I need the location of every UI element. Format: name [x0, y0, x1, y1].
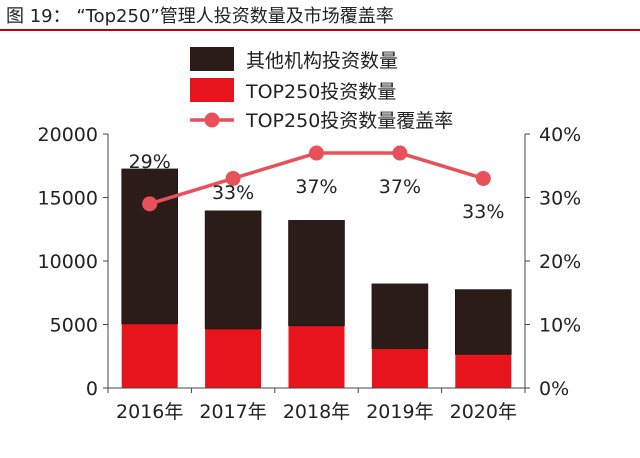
left-tick-label-10000: 10000: [38, 251, 98, 273]
left-tick-label-20000: 20000: [38, 124, 98, 146]
coverage-point-5: [475, 170, 491, 186]
coverage-label-2: 33%: [212, 182, 254, 204]
coverage-point-3: [309, 145, 324, 161]
bar-other-4: [371, 283, 429, 349]
footer-strip: [0, 446, 640, 458]
coverage-label-5: 33%: [462, 201, 504, 223]
x-tick-label-2: 2017年: [199, 401, 266, 423]
coverage-point-2: [225, 170, 241, 186]
bar-other-1: [121, 168, 178, 325]
right-tick-label-30: 30%: [539, 188, 581, 210]
left-tick-label-15000: 15000: [38, 188, 98, 210]
x-tick-label-3: 2018年: [283, 401, 350, 423]
title-divider: [0, 29, 640, 31]
bar-top250-1: [121, 323, 178, 388]
left-tick-label-5000: 5000: [50, 315, 98, 337]
coverage-point-1: [142, 196, 158, 212]
coverage-label-3: 37%: [295, 176, 337, 198]
right-tick-label-10: 10%: [539, 315, 581, 337]
figure-title: 图 19： “Top250”管理人投资数量及市场覆盖率: [6, 6, 394, 27]
legend-marker-coverage: [204, 112, 220, 128]
right-tick-label-40: 40%: [539, 124, 581, 146]
legend-label-coverage: TOP250投资数量覆盖率: [245, 110, 453, 132]
legend-label-other: 其他机构投资数量: [246, 50, 398, 72]
right-tick-label-20: 20%: [539, 251, 581, 273]
x-tick-label-4: 2019年: [366, 401, 433, 423]
bar-top250-3: [288, 325, 345, 388]
coverage-point-4: [392, 145, 408, 161]
bar-top250-2: [205, 328, 262, 388]
bar-other-5: [454, 289, 512, 355]
bar-other-3: [288, 220, 345, 327]
left-tick-label-0: 0: [86, 378, 98, 400]
legend-swatch-other: [190, 47, 234, 71]
coverage-label-4: 37%: [379, 176, 421, 198]
x-tick-label-1: 2016年: [116, 401, 183, 423]
bar-other-2: [204, 210, 262, 330]
legend-label-top250: TOP250投资数量: [245, 81, 396, 103]
x-tick-label-5: 2020年: [450, 401, 517, 423]
bar-top250-4: [371, 348, 428, 388]
legend-swatch-top250: [190, 78, 234, 102]
coverage-label-1: 29%: [129, 151, 171, 173]
right-tick-label-0: 0%: [539, 378, 569, 400]
bar-top250-5: [455, 354, 512, 388]
